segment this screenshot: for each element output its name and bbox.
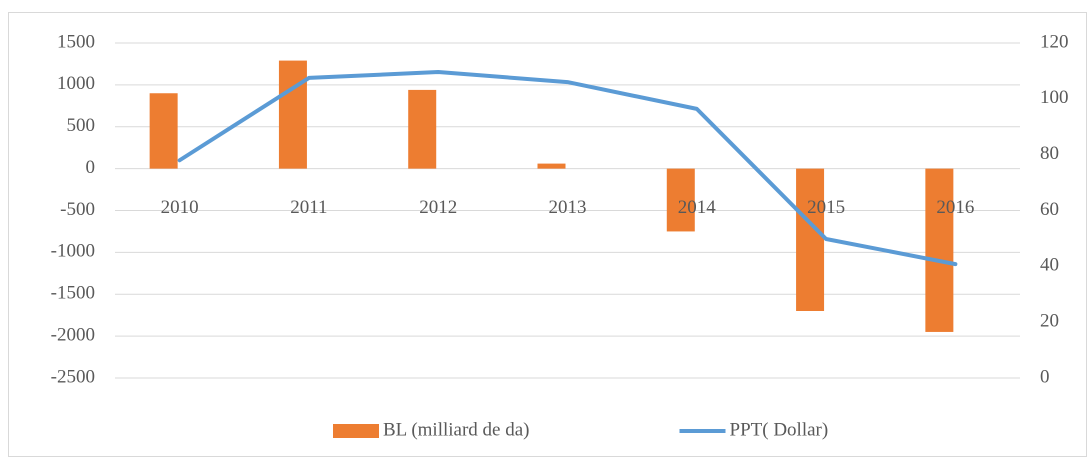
y2-tick-label: 60 (1040, 199, 1059, 220)
bar (796, 168, 825, 311)
y-tick-label: -1000 (51, 241, 95, 262)
x-tick-label: 2015 (807, 197, 845, 218)
y-tick-label: 1500 (57, 31, 95, 52)
y-tick-label: 0 (86, 157, 96, 178)
x-tick-label: 2012 (419, 197, 457, 218)
bar (149, 93, 178, 169)
bar (537, 163, 566, 169)
y-tick-label: 1000 (57, 73, 95, 94)
y-tick-label: -2000 (51, 324, 95, 345)
x-tick-label: 2016 (936, 197, 974, 218)
bar (666, 168, 695, 232)
y2-tick-label: 100 (1040, 87, 1069, 108)
x-tick-label: 2013 (549, 197, 587, 218)
y2-tick-label: 0 (1040, 366, 1050, 387)
y2-tick-label: 20 (1040, 311, 1059, 332)
y2-tick-label: 40 (1040, 255, 1059, 276)
y-tick-label: -1500 (51, 283, 95, 304)
bar (408, 89, 437, 169)
chart-border (8, 12, 1087, 457)
x-tick-label: 2010 (161, 197, 199, 218)
legend-swatch (333, 424, 379, 438)
y-tick-label: 500 (67, 115, 96, 136)
x-tick-label: 2011 (290, 197, 327, 218)
legend-label: BL (milliard de da) (383, 419, 530, 440)
bar (278, 60, 307, 169)
y-tick-label: -2500 (51, 366, 95, 387)
x-tick-label: 2014 (678, 197, 717, 218)
line (177, 70, 958, 267)
y2-tick-label: 120 (1040, 31, 1069, 52)
legend-label: PPT( Dollar) (730, 419, 829, 440)
y2-tick-label: 80 (1040, 143, 1059, 164)
bar (925, 168, 954, 332)
y-tick-label: -500 (60, 199, 95, 220)
